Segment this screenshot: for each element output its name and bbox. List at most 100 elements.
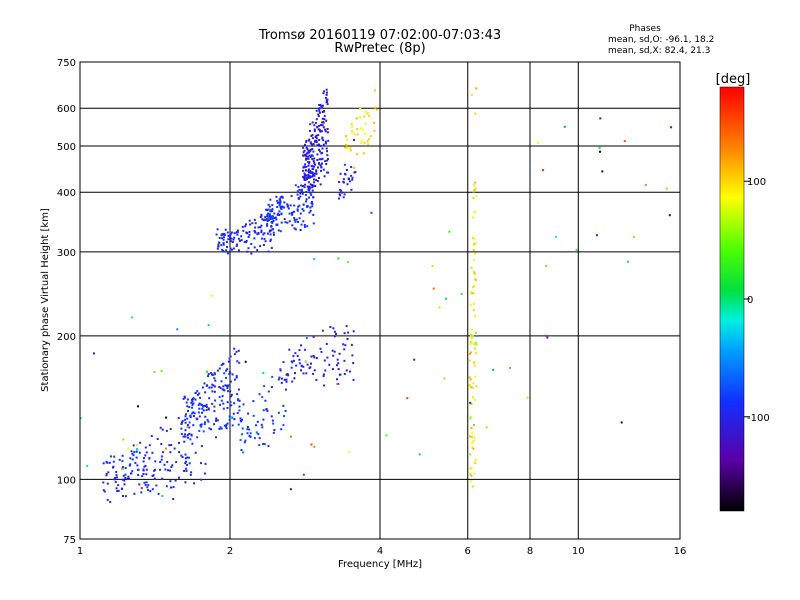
data-point	[575, 248, 578, 251]
data-point	[114, 477, 117, 479]
data-point	[184, 429, 187, 432]
data-point	[350, 131, 353, 134]
data-point	[364, 123, 367, 125]
data-point	[473, 243, 475, 245]
data-point	[295, 218, 298, 221]
data-point	[214, 399, 217, 402]
data-point	[192, 397, 195, 400]
data-point	[144, 446, 147, 449]
data-point	[256, 233, 259, 236]
data-point	[160, 455, 163, 458]
data-point	[160, 458, 163, 461]
data-point	[260, 224, 263, 227]
data-point	[247, 412, 250, 415]
data-point	[275, 195, 278, 198]
data-point	[236, 231, 239, 234]
data-point	[261, 218, 264, 221]
data-point	[127, 477, 130, 480]
data-point	[187, 409, 189, 412]
data-point	[343, 373, 346, 375]
data-point	[168, 444, 171, 447]
data-point	[468, 359, 471, 362]
data-point	[283, 218, 286, 221]
data-point	[308, 162, 311, 165]
data-point	[281, 196, 284, 199]
data-point	[105, 473, 108, 476]
data-point	[475, 87, 478, 90]
data-point	[198, 415, 201, 418]
data-point	[230, 395, 233, 398]
data-point	[325, 343, 328, 345]
data-point	[207, 408, 210, 411]
data-point	[299, 229, 302, 231]
data-point	[360, 139, 363, 142]
data-point	[262, 371, 265, 374]
x-tick-label: 4	[377, 546, 383, 557]
data-point	[342, 343, 345, 346]
data-point	[312, 372, 315, 375]
data-point	[322, 126, 325, 129]
data-point	[225, 427, 228, 430]
data-point	[385, 434, 388, 437]
data-point	[106, 482, 109, 485]
data-point	[472, 249, 475, 251]
data-point	[267, 219, 270, 222]
data-point	[178, 476, 180, 479]
data-point	[264, 216, 267, 219]
data-point	[271, 208, 274, 211]
data-point	[215, 233, 218, 236]
data-point	[225, 423, 228, 426]
data-point	[297, 205, 300, 208]
data-point	[309, 148, 312, 151]
data-point	[344, 146, 347, 149]
data-point	[308, 196, 310, 199]
data-point	[272, 217, 274, 220]
data-point	[263, 232, 266, 235]
data-point	[133, 492, 136, 495]
data-point	[248, 434, 251, 437]
data-point	[332, 327, 335, 330]
data-point	[213, 423, 216, 426]
data-point	[202, 409, 205, 412]
phases-heading: Phases	[629, 24, 661, 34]
data-point	[321, 137, 324, 140]
data-point	[159, 468, 161, 471]
data-point	[241, 433, 244, 436]
data-point	[206, 370, 208, 373]
data-point	[271, 210, 274, 213]
data-point	[292, 355, 295, 358]
data-point	[169, 469, 171, 472]
data-point	[305, 200, 307, 203]
data-point	[298, 189, 301, 191]
data-point	[301, 192, 304, 195]
data-point	[256, 249, 259, 252]
data-point	[169, 451, 172, 454]
data-point	[598, 146, 601, 149]
data-point	[322, 143, 325, 146]
data-point	[207, 324, 210, 327]
data-point	[279, 200, 282, 202]
data-point	[121, 478, 124, 481]
data-point	[269, 218, 272, 220]
data-point	[269, 198, 272, 201]
data-point	[186, 417, 189, 420]
data-point	[272, 231, 275, 234]
data-point	[238, 399, 241, 402]
data-point	[346, 183, 349, 186]
data-point	[307, 161, 310, 164]
data-point	[350, 166, 353, 168]
data-point	[144, 454, 147, 457]
data-point	[218, 237, 221, 239]
data-point	[280, 221, 283, 224]
data-point	[255, 424, 257, 427]
data-point	[668, 214, 671, 217]
data-point	[474, 364, 476, 367]
data-point	[323, 359, 326, 362]
data-point	[260, 231, 263, 234]
data-point	[309, 186, 312, 189]
data-point	[300, 184, 303, 187]
data-point	[220, 380, 223, 383]
data-point	[302, 151, 305, 154]
data-point	[322, 168, 325, 171]
data-point	[291, 380, 294, 383]
